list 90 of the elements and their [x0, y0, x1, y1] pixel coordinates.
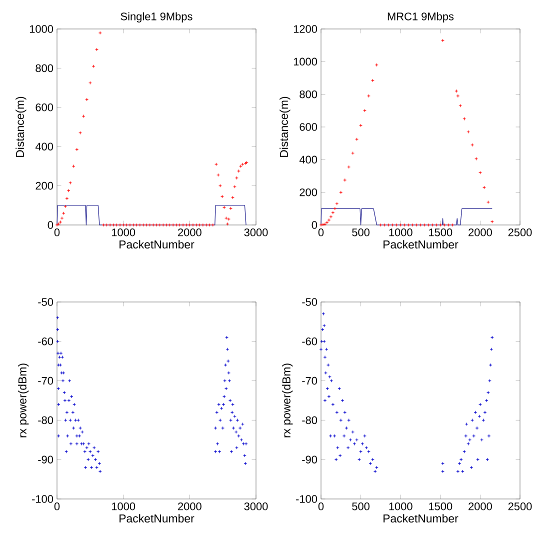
point	[325, 220, 329, 224]
x-tick-label: 500	[352, 228, 370, 236]
point	[414, 223, 418, 227]
point	[422, 223, 426, 227]
y-tick-label: 600	[300, 123, 318, 131]
point	[446, 223, 450, 227]
x-tick-label: 1500	[429, 502, 452, 510]
point	[319, 223, 323, 227]
point	[450, 223, 454, 227]
point	[438, 223, 442, 227]
x-tick-label: 3000	[244, 228, 268, 236]
x-tick-label: 0	[318, 228, 324, 236]
y-tick-label: 1000	[294, 58, 318, 66]
y-tick-label: -60	[302, 338, 318, 346]
point	[394, 223, 398, 227]
x-tick-label: 1500	[429, 228, 452, 236]
point	[331, 211, 335, 214]
y-tick-label: 200	[36, 182, 54, 190]
point	[347, 165, 351, 169]
point	[367, 94, 370, 98]
y-tick-label: 400	[35, 142, 54, 150]
y-tick-label: 1000	[30, 25, 54, 33]
point	[470, 143, 474, 147]
point	[323, 222, 327, 226]
x-axis-title: PacketNumber	[120, 514, 194, 523]
x-tick-label: 1000	[112, 502, 136, 510]
point	[327, 218, 331, 222]
point	[379, 223, 382, 227]
y-tick-label: 600	[36, 104, 54, 112]
chart-title: MRC1 9Mbps	[388, 12, 454, 22]
x-tick-label: 2000	[468, 228, 492, 236]
x-tick-label: 1000	[112, 228, 136, 236]
point	[406, 223, 410, 227]
point	[371, 78, 374, 82]
y-tick-label: -90	[38, 456, 54, 464]
point	[410, 223, 414, 227]
point	[434, 223, 438, 227]
point	[321, 222, 325, 226]
y-axis-title: Distance(m)	[16, 96, 26, 157]
y-axis-title: Distance(m)	[280, 96, 290, 157]
x-axis-title: PacketNumber	[384, 240, 458, 249]
y-tick-label: -100	[32, 495, 54, 503]
x-tick-label: 3000	[244, 502, 268, 510]
chart-title: Single1 9Mbps	[120, 12, 192, 22]
y-tick-label: -50	[38, 298, 54, 306]
point	[343, 178, 347, 182]
y-tick-label: 400	[299, 156, 318, 164]
y-tick-label: -70	[38, 376, 54, 385]
point	[335, 202, 339, 206]
y-axis-title: rx power(dBm)	[18, 364, 29, 438]
y-tick-label: 200	[300, 188, 318, 196]
y-tick-label: 0	[48, 221, 54, 229]
point	[442, 223, 446, 227]
y-tick-label: -90	[302, 456, 318, 464]
point	[386, 223, 390, 227]
point	[454, 89, 458, 93]
point	[430, 223, 434, 227]
x-tick-label: 2000	[468, 502, 492, 510]
x-tick-label: 2000	[178, 228, 202, 236]
x-tick-label: 2000	[178, 502, 202, 510]
y-tick-label: -80	[302, 416, 318, 424]
x-tick-label: 2500	[508, 502, 532, 510]
y-tick-label: -60	[38, 338, 54, 346]
y-tick-label: -70	[302, 376, 318, 385]
y-tick-label: 1200	[294, 25, 318, 33]
y-tick-label: 800	[300, 90, 318, 98]
x-tick-label: 0	[54, 502, 60, 510]
point	[382, 223, 386, 227]
x-tick-label: 500	[352, 502, 370, 510]
point	[456, 94, 460, 98]
point	[329, 215, 333, 219]
x-tick-label: 1000	[389, 228, 412, 236]
y-tick-label: 0	[312, 221, 318, 229]
y-tick-label: -100	[296, 495, 318, 503]
y-tick-label: -80	[38, 416, 54, 424]
point	[418, 223, 422, 227]
point	[426, 223, 430, 227]
x-axis-title: PacketNumber	[120, 240, 194, 249]
y-tick-label: -50	[302, 298, 318, 306]
point	[398, 223, 402, 227]
point	[390, 223, 394, 227]
y-axis-title: rx power(dBm)	[282, 364, 293, 438]
point	[402, 223, 406, 227]
x-tick-label: 1000	[389, 502, 412, 510]
x-axis-title: PacketNumber	[384, 514, 458, 523]
x-tick-label: 2500	[508, 228, 532, 236]
point	[333, 206, 337, 210]
x-tick-label: 0	[54, 228, 60, 236]
y-tick-label: 800	[36, 64, 54, 72]
x-tick-label: 0	[318, 502, 324, 510]
